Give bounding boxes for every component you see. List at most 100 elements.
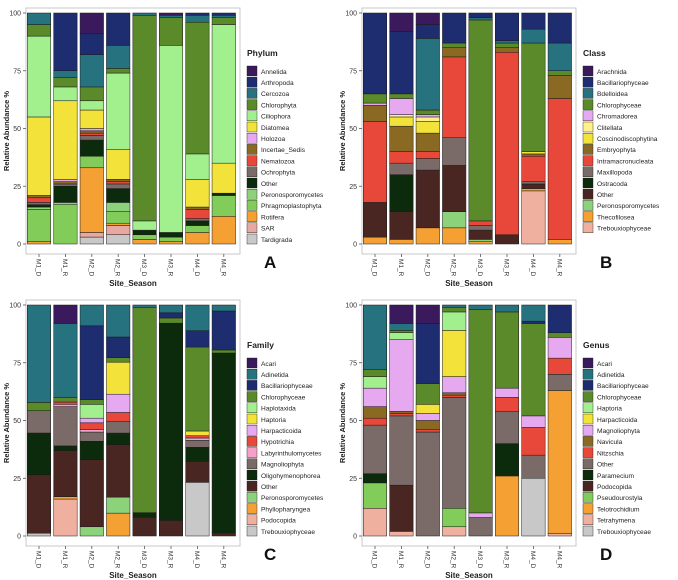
bar-segment-chlorophyta [106,68,131,74]
bar-stack-m3-d [468,12,493,245]
bar-segment-magnoliophyta [27,410,51,434]
bar-segment-cercozoa [159,15,183,18]
bar-segment-phragmoplastophyta [53,204,78,245]
legend-swatch [582,357,594,369]
legend-swatch [246,155,258,166]
x-tick-label: M1_R [61,551,68,569]
bar-segment-chlorophyceae [211,349,236,354]
bar-segment-chlorophyta [185,21,210,155]
bar-segment-magnoliophyta [442,376,467,394]
bar-stack-m2-d [415,304,440,537]
bar-stack-m3-d [132,304,157,537]
bar-segment-rotifera [27,241,51,245]
legend-item: Oligohymenophorea [246,469,321,481]
legend-item: Hypotrichia [246,436,294,447]
bar-segment-hypotrichia [79,422,104,430]
bar-segment-adinetida [468,304,493,310]
x-tick-label: M2_D [87,551,94,569]
y-tick-label: 25 [349,476,357,483]
bar-segment-incertae-sedis [185,206,210,210]
bar-segment-ochrophyta [106,183,131,189]
legend-item: Embryophyta [582,144,636,155]
legend-item: Other [582,188,614,200]
bar-stack-m4-d [521,304,546,537]
bar-segment-oligohymenophorea [132,512,157,518]
x-tick-label: M4_D [529,259,536,277]
bar-segment-coscinodiscophytina [521,151,546,155]
bar-segment-bdelloidea [468,17,493,21]
bar-segment-trebouxiophyceae [521,478,546,537]
legend-swatch [582,132,594,144]
legend-label: Paramecium [597,473,635,480]
bar-segment-ciliophora [106,72,131,150]
bar-segment-maxillopoda [389,162,414,175]
bar-segment-adinetida [106,304,131,338]
x-axis-label: Site_Season [445,571,493,580]
x-tick-label: M1_R [397,259,404,277]
bar-segment-bacillariophyceae [521,320,546,324]
bar-segment-other [389,211,414,240]
x-tick-label: M1_R [61,259,68,277]
bar-segment-navicula [442,392,467,396]
bar-stack-m2-r [442,304,467,537]
legend-swatch [582,177,594,189]
legend-label: Annelida [261,69,287,76]
legend-swatch [246,188,258,200]
bar-segment-nitzschia [442,394,467,398]
bar-segment-diatomea [27,116,51,196]
bar-segment-nematozoa [79,132,104,136]
bar-segment-other [53,186,78,203]
panel-letter: A [264,253,276,272]
bar-segment-chromadorea [415,114,440,118]
bar-segment-adinetida [27,304,51,403]
bar-segment-other [415,431,440,537]
bar-segment-intramacronucleata [363,121,387,203]
bar-segment-maxillopoda [521,181,546,185]
bar-segment-tetrahymena [547,533,572,537]
legend-swatch [582,402,594,414]
x-tick-label: M2_R [450,259,457,277]
legend-item: Arachnida [582,65,627,77]
bar-segment-phyllopharyngea [53,496,78,500]
bar-segment-chlorophyceae [521,42,546,152]
legend-swatch [582,99,594,110]
bar-segment-peronosporomycetes [442,211,467,229]
legend-item: Incertae_Sedis [246,144,306,155]
y-tick-label: 50 [349,418,357,425]
bar-segment-sar [79,232,104,238]
bar-segment-haptoria [442,311,467,331]
legend-label: Chlorophyceae [597,394,642,401]
bar-stack-m1-d [363,12,387,245]
legend-swatch [582,200,594,211]
legend-label: Hypotrichia [261,439,294,446]
legend-label: Other [597,462,614,469]
bar-segment-oligohymenophorea [106,432,131,445]
legend-item: Bacillariophyceae [582,76,649,88]
legend-swatch [246,391,258,402]
legend-label: Chlorophyta [261,102,297,109]
bar-segment-annelida [79,12,104,35]
bar-segment-harpacticoida [79,417,104,424]
legend-label: Ochrophyta [261,170,295,177]
legend-swatch [582,503,594,514]
legend-swatch [582,121,594,133]
legend-item: Ciliophora [246,110,291,122]
bar-segment-chlorophyceae [521,323,546,417]
bar-segment-ciliophora [27,35,51,118]
legend-item: Phragmoplastophyta [246,200,322,211]
bar-segment-podocopida [389,484,414,532]
legend-swatch [246,144,258,155]
bar-segment-pseudourostyla [363,482,387,509]
bar-segment-navicula [389,411,414,414]
legend-label: Diatomea [261,125,290,132]
bar-segment-other [468,229,493,240]
bar-segment-chlorophyceae [547,332,572,338]
bar-segment-other [547,374,572,391]
legend-item: Magnoliophyta [582,424,640,436]
x-tick-label: M3_D [476,551,483,569]
bar-segment-arachnida [389,12,414,32]
legend-label: Rotifera [261,214,284,221]
legend-item: Coscinodiscophytina [582,132,658,144]
bar-segment-thecofilosea [389,239,414,245]
bar-segment-other [27,204,51,208]
